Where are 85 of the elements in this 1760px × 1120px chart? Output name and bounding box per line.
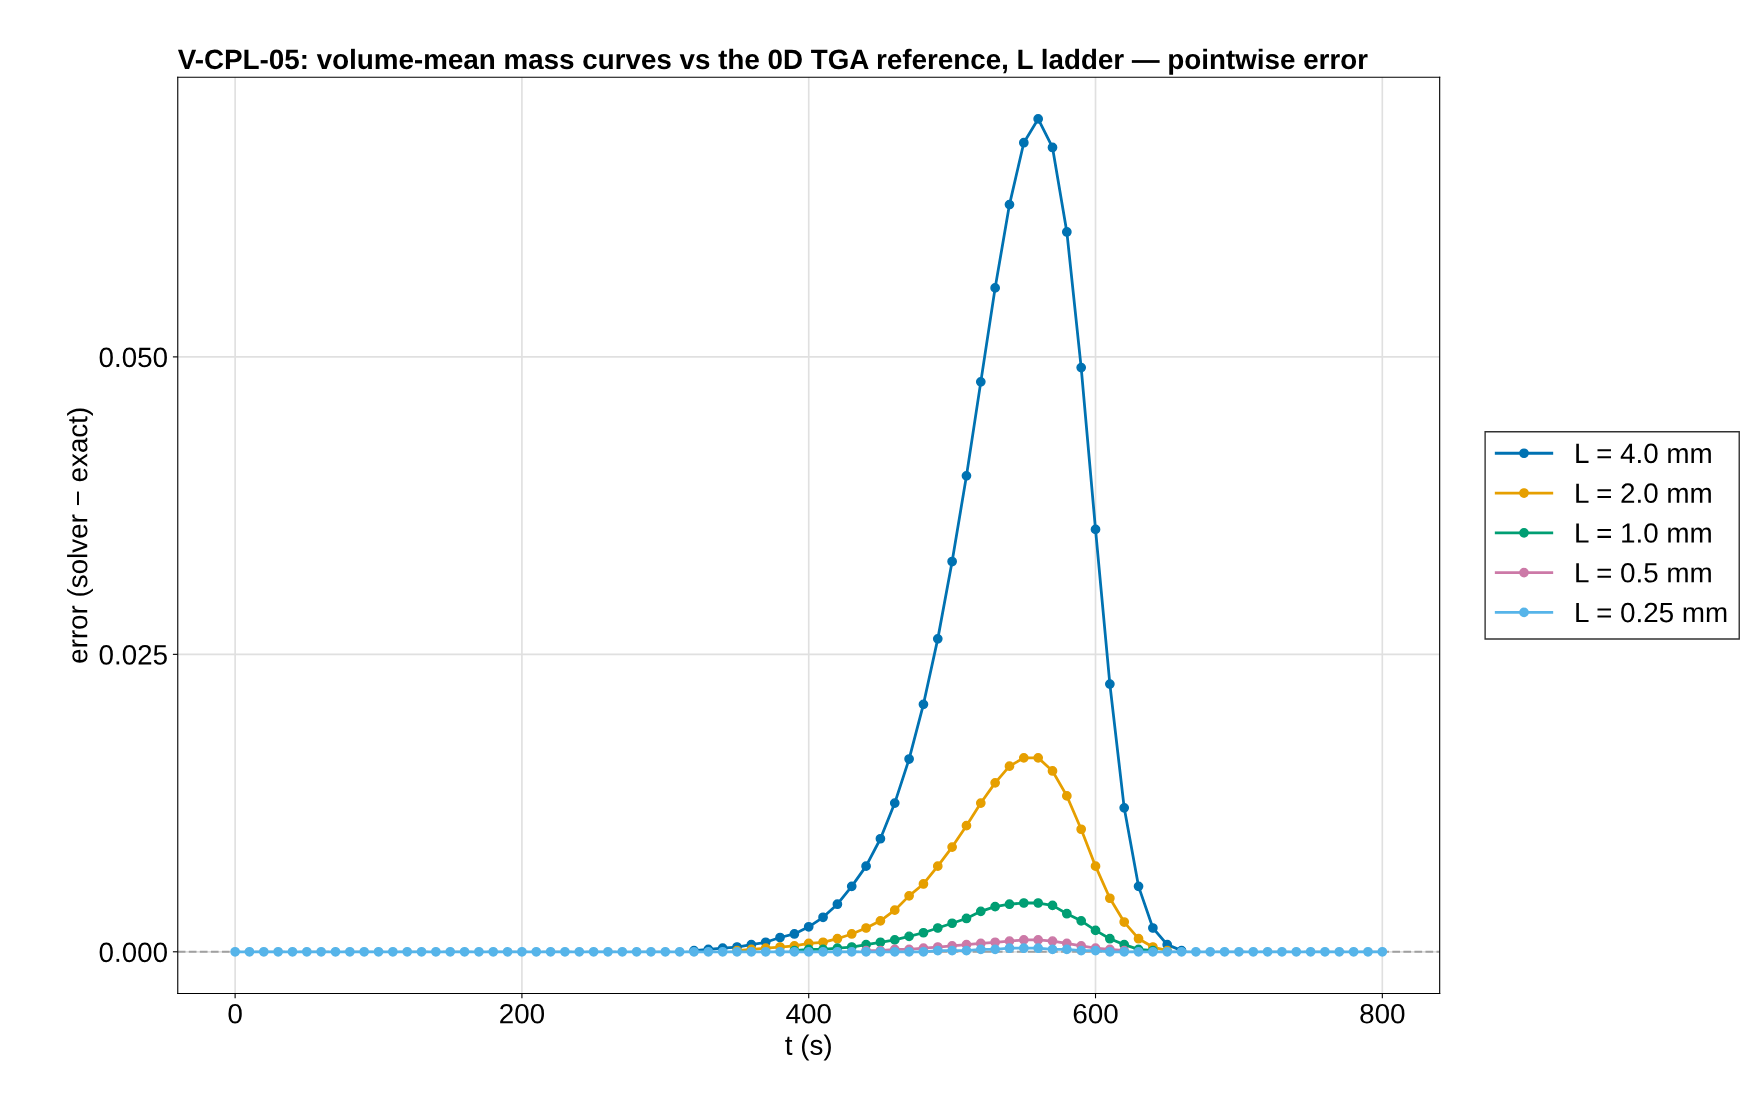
- point: [889, 935, 900, 945]
- point: [1033, 898, 1044, 908]
- point: [1148, 923, 1158, 933]
- point: [1047, 936, 1058, 946]
- point: [875, 937, 886, 948]
- point: [846, 881, 857, 892]
- point: [1076, 362, 1087, 373]
- y-axis-title: error (solver − exact): [67, 408, 93, 663]
- point: [803, 921, 814, 932]
- point: [975, 798, 986, 808]
- point: [1119, 802, 1130, 813]
- point: [1076, 824, 1087, 835]
- x-tick-label: 0: [228, 1003, 242, 1024]
- point: [832, 933, 843, 944]
- point: [1018, 752, 1029, 763]
- point: [918, 879, 929, 889]
- point: [818, 912, 828, 923]
- x-tick-label: 400: [786, 1003, 831, 1024]
- point: [889, 905, 900, 916]
- y-tick-label: 0.000: [99, 942, 167, 963]
- point: [961, 820, 972, 831]
- point: [1047, 900, 1058, 911]
- point: [875, 833, 886, 844]
- point: [1090, 861, 1101, 871]
- point: [1047, 766, 1058, 776]
- point: [1076, 915, 1087, 926]
- point: [832, 899, 843, 910]
- point: [1004, 199, 1015, 210]
- point: [1018, 137, 1029, 148]
- point: [1004, 899, 1015, 910]
- point: [789, 929, 800, 939]
- point: [904, 931, 914, 942]
- point: [961, 913, 972, 924]
- point: [961, 471, 972, 481]
- point: [1090, 925, 1101, 936]
- point: [975, 377, 986, 387]
- point: [1061, 791, 1072, 801]
- legend-label: L = 0.25 mm: [1576, 602, 1727, 623]
- point: [1047, 142, 1058, 153]
- point: [1033, 935, 1044, 945]
- y-tick-label: 0.025: [99, 645, 167, 665]
- point: [918, 699, 929, 710]
- point: [1104, 679, 1115, 689]
- x-tick-label: 600: [1073, 1003, 1118, 1024]
- point: [1018, 935, 1029, 945]
- legend-label: L = 2.0 mm: [1576, 483, 1711, 504]
- chart-title: V-CPL-05: volume-mean mass curves vs the 0D TGA reference, L ladder — pointwise error: [177, 48, 1368, 75]
- point: [1133, 881, 1144, 892]
- point: [904, 754, 914, 764]
- point: [1004, 761, 1015, 772]
- point: [932, 634, 943, 644]
- point: [1104, 933, 1115, 944]
- point: [932, 923, 943, 933]
- point: [947, 918, 957, 929]
- point: [1119, 917, 1130, 927]
- point: [1090, 524, 1101, 535]
- point: [846, 929, 857, 939]
- point: [975, 906, 986, 917]
- point: [990, 777, 1001, 788]
- legend-label: L = 1.0 mm: [1576, 523, 1711, 543]
- y-tick-label: 0.050: [99, 347, 167, 368]
- point: [904, 891, 914, 901]
- x-tick-label: 800: [1360, 1003, 1405, 1024]
- point: [947, 842, 957, 852]
- point: [990, 283, 1001, 293]
- point: [875, 915, 886, 926]
- point: [861, 923, 871, 933]
- point: [1033, 114, 1044, 124]
- point: [889, 798, 900, 808]
- point: [775, 932, 785, 943]
- point: [990, 901, 1001, 912]
- x-axis-title: t (s): [785, 1034, 831, 1061]
- point: [1133, 933, 1144, 944]
- point: [1033, 752, 1044, 763]
- point: [1061, 227, 1072, 237]
- point: [861, 861, 871, 871]
- point: [947, 556, 957, 567]
- legend-label: L = 4.0 mm: [1576, 443, 1711, 464]
- point: [1061, 908, 1072, 919]
- x-tick-label: 200: [500, 1003, 545, 1024]
- point: [918, 927, 929, 938]
- point: [1018, 898, 1029, 908]
- legend-label: L = 0.5 mm: [1576, 562, 1711, 583]
- point: [1104, 893, 1115, 904]
- point: [932, 861, 943, 871]
